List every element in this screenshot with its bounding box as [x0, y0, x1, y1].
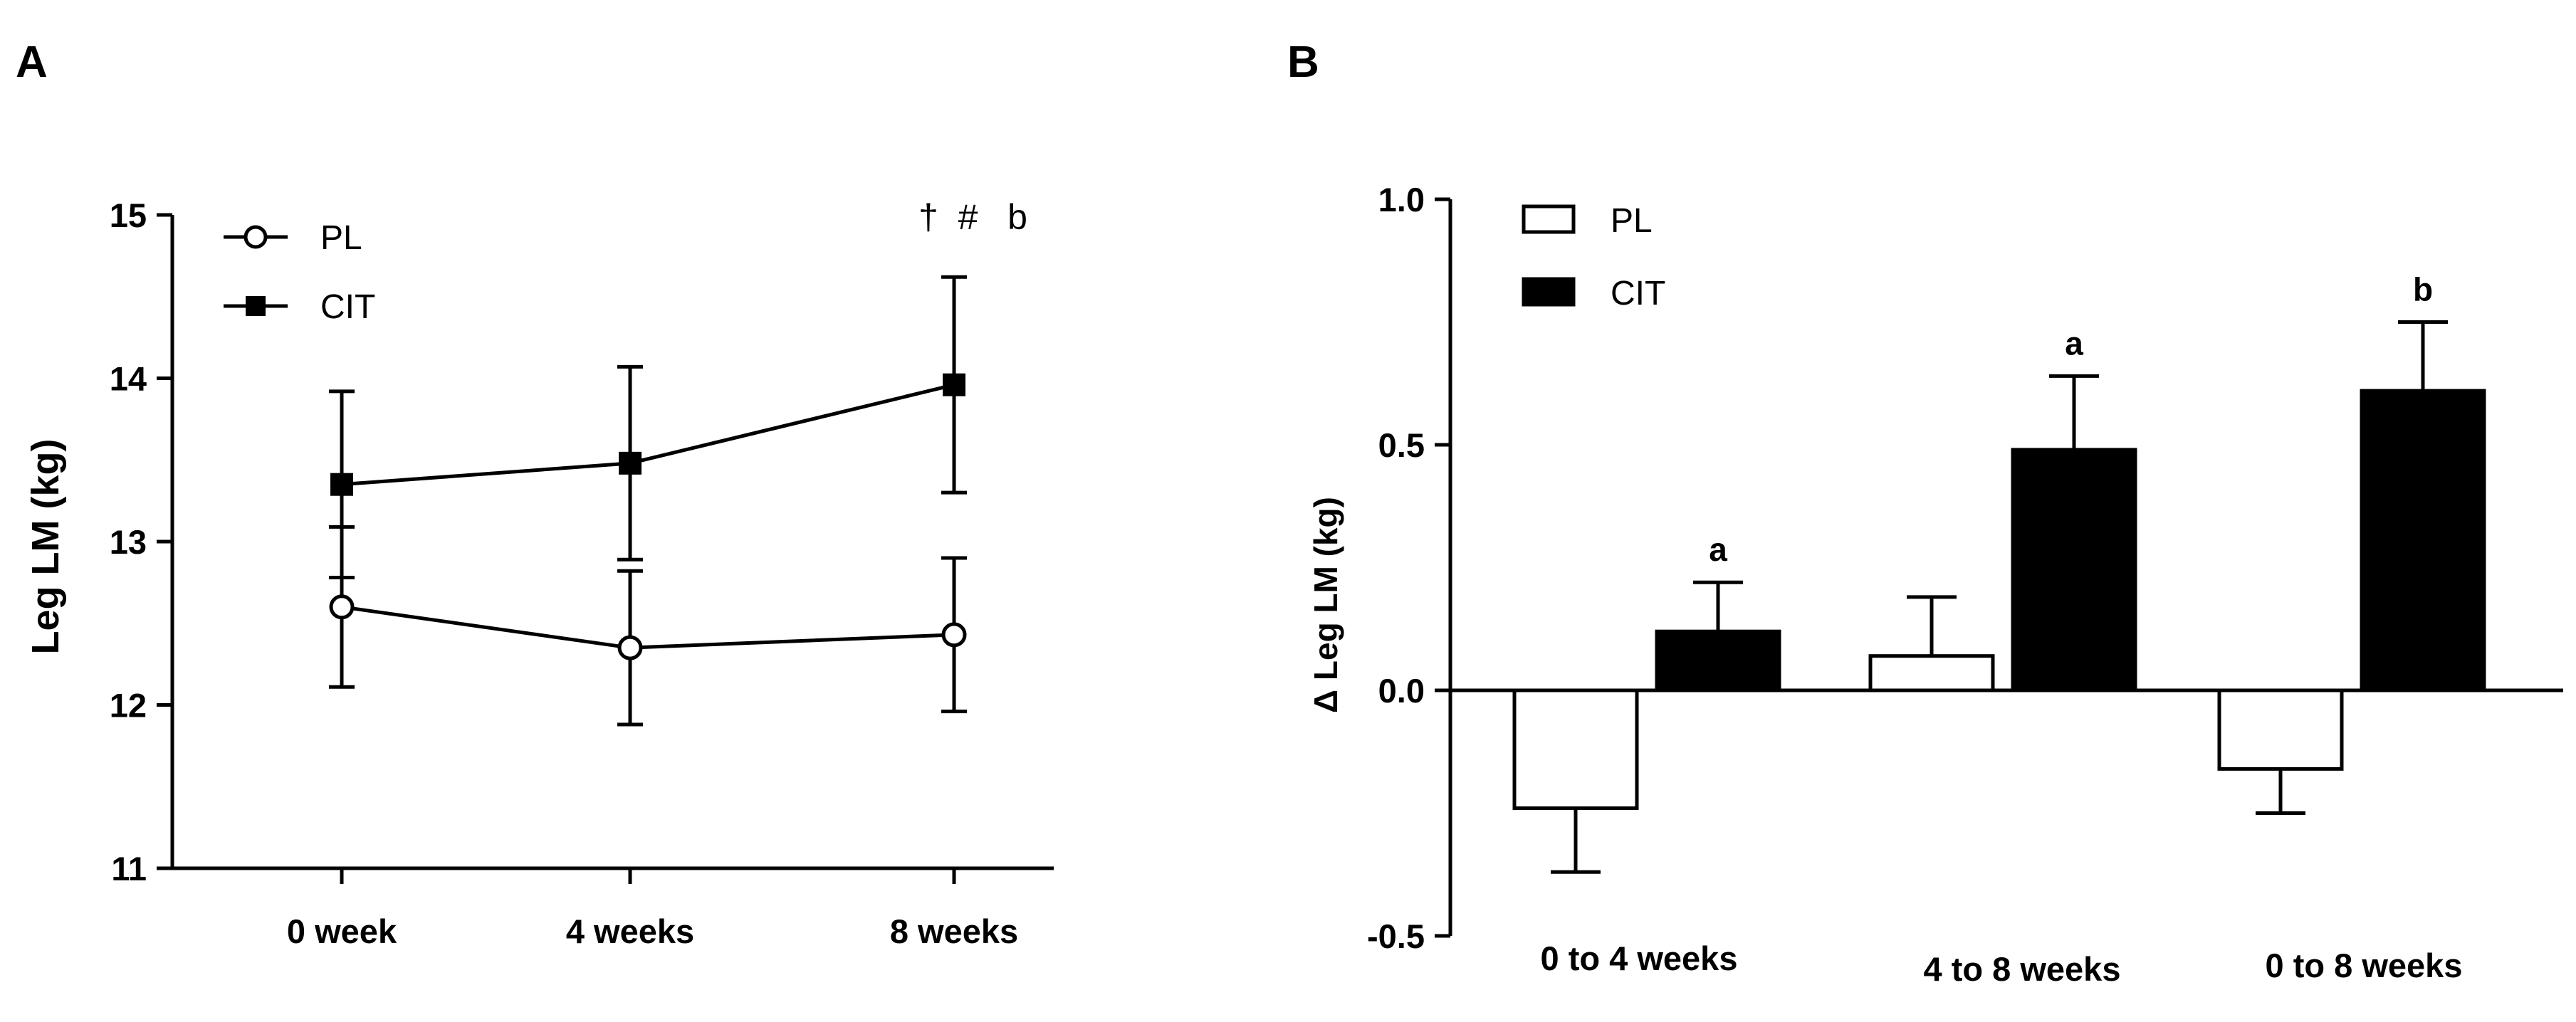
bar-significance-label: b — [2413, 271, 2433, 308]
panel-a-legend: PL CIT — [224, 219, 375, 326]
data-point-cit — [330, 473, 353, 496]
panel-b-y-tick-label: 0.5 — [1378, 426, 1425, 464]
bar-cit — [1655, 629, 1781, 692]
data-point-cit — [943, 373, 965, 396]
panel-a-significance-annotation: † # b — [918, 197, 1027, 237]
legend-cit-label-b: CIT — [1611, 275, 1665, 312]
panel-b-y-tick-label: 0.0 — [1378, 672, 1425, 710]
panel-b-y-tick-label: -0.5 — [1367, 917, 1425, 955]
panel-a-y-tick-label: 13 — [110, 523, 147, 561]
legend-cit-marker — [246, 296, 266, 316]
panel-a-y-axis-label: Leg LM (kg) — [24, 439, 67, 655]
bar-significance-label: a — [1709, 531, 1727, 568]
legend-pl-label: PL — [320, 219, 362, 257]
panel-b-y-axis-label: Δ Leg LM (kg) — [1307, 497, 1344, 713]
bar-significance-label: a — [2065, 325, 2083, 362]
panel-a-x-tick-label: 8 weeks — [890, 912, 1018, 950]
panel-a-y-tick-label: 12 — [110, 687, 147, 725]
panel-a-y-tick-label: 15 — [110, 196, 147, 234]
series-pl-line — [341, 605, 955, 650]
panel-b-bar-chart: Δ Leg LM (kg) PL CIT a a b -0.5 0.0 0.5 1.0 0 … — [1307, 181, 2563, 988]
panel-a-label: A — [16, 38, 48, 87]
bar-pl — [1512, 688, 1639, 811]
legend-pl-label-b: PL — [1611, 202, 1653, 240]
legend-cit-label: CIT — [320, 288, 375, 326]
legend-pl-swatch — [1522, 204, 1576, 234]
panel-b-x-tick-label: 4 to 8 weeks — [1924, 950, 2121, 988]
panel-b-x-tick-label: 0 to 4 weeks — [1541, 939, 1738, 977]
panel-b-label: B — [1287, 38, 1319, 87]
panel-b-legend: PL CIT — [1522, 202, 1665, 312]
panel-b-y-tick-label: 1.0 — [1378, 181, 1425, 218]
legend-pl-marker — [244, 225, 268, 249]
bar-pl — [1868, 654, 1995, 692]
data-point-pl — [941, 622, 967, 648]
panel-a-x-tick-label: 0 week — [287, 912, 397, 950]
data-point-cit — [619, 451, 642, 475]
panel-a-line-chart: 11 12 13 14 15 Leg LM (kg) PL CIT † # b 0 we… — [24, 196, 1054, 950]
legend-cit-swatch — [1522, 277, 1576, 307]
bar-pl — [2217, 688, 2344, 771]
panel-a-y-tick-label: 14 — [110, 360, 147, 398]
series-cit-line — [341, 383, 955, 487]
bar-cit — [2360, 389, 2486, 692]
data-point-pl — [329, 594, 355, 620]
panel-a-x-tick-label: 4 weeks — [566, 912, 694, 950]
panel-b-x-tick-label: 0 to 8 weeks — [2266, 947, 2463, 984]
panel-a-y-tick-label: 11 — [111, 850, 147, 887]
data-point-pl — [617, 635, 643, 660]
bar-cit — [2011, 448, 2137, 692]
